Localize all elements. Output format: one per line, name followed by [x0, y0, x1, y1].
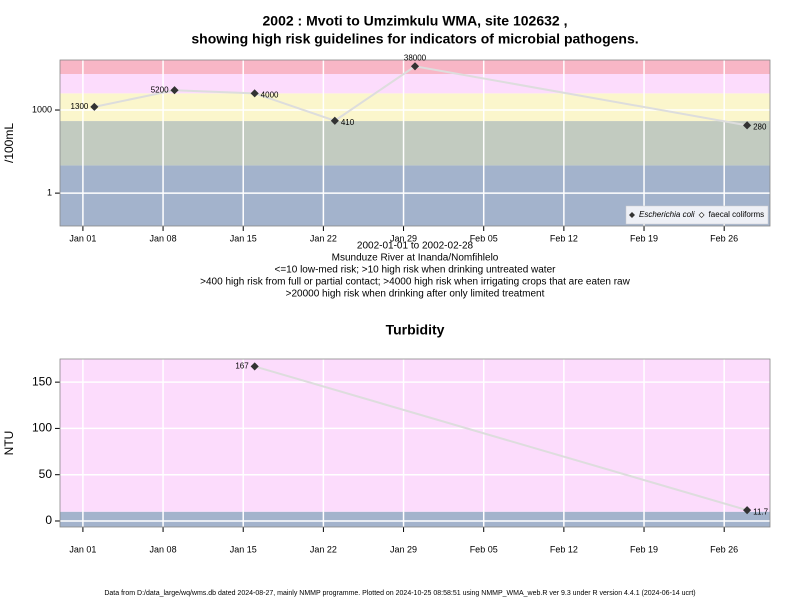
x-tick-label: Jan 29 — [390, 233, 417, 243]
y-axis-label: /100mL — [2, 123, 16, 163]
y-axis-label: NTU — [2, 431, 16, 456]
x-tick-label: Jan 22 — [310, 233, 337, 243]
x-tick-label: Feb 05 — [470, 233, 498, 243]
risk-band — [60, 121, 770, 166]
y-tick-label: 150 — [32, 374, 52, 388]
risk-band — [60, 511, 770, 527]
data-label: 5200 — [151, 85, 169, 94]
axis-note: >20000 high risk when drinking after onl… — [286, 289, 545, 300]
data-point — [250, 89, 259, 98]
x-tick-label: Jan 15 — [230, 233, 257, 243]
axis-note: 2002-01-01 to 2002-02-28 — [357, 241, 474, 252]
data-label: 11.7 — [753, 507, 769, 516]
legend-marker — [698, 212, 705, 218]
x-tick-label: Feb 19 — [630, 233, 658, 243]
x-tick-label: Jan 29 — [390, 544, 417, 554]
risk-band — [60, 93, 770, 122]
data-label: 280 — [753, 122, 767, 131]
data-point — [90, 102, 99, 111]
x-tick-label: Jan 01 — [69, 544, 96, 554]
y-tick-label: 50 — [39, 467, 53, 481]
x-tick-label: Jan 01 — [69, 233, 96, 243]
y-tick-label: 1 — [47, 187, 52, 197]
x-tick-label: Feb 26 — [710, 544, 738, 554]
legend-box — [625, 205, 769, 225]
data-label: 38000 — [404, 53, 427, 62]
legend-label: faecal coliforms — [709, 210, 765, 219]
axis-note: Msunduze River at Inanda/Nomfihlelo — [332, 253, 499, 264]
x-tick-label: Feb 05 — [470, 544, 498, 554]
chart-title: showing high risk guidelines for indicat… — [191, 31, 638, 47]
axis-note: <=10 low-med risk; >10 high risk when dr… — [275, 265, 557, 276]
x-tick-label: Feb 12 — [550, 233, 578, 243]
data-label: 167 — [235, 362, 249, 371]
data-label: 1300 — [71, 102, 89, 111]
axis-note: >400 high risk from full or partial cont… — [200, 277, 630, 288]
data-point — [743, 506, 752, 515]
footer: Data from D:/data_large/wq/wms.db dated … — [104, 590, 695, 597]
plot-frame — [59, 358, 771, 528]
data-point — [330, 116, 339, 125]
y-tick-label: 100 — [32, 421, 52, 435]
y-tick-label: 0 — [45, 513, 52, 527]
data-label: 4000 — [261, 90, 279, 99]
x-tick-label: Jan 08 — [150, 233, 177, 243]
chart-title: 2002 : Mvoti to Umzimkulu WMA, site 1026… — [263, 13, 568, 29]
legend-label: Escherichia coli — [639, 210, 695, 219]
data-point — [410, 62, 420, 71]
risk-band — [60, 73, 770, 94]
y-tick-label: 1000 — [32, 104, 52, 114]
x-tick-label: Jan 08 — [150, 544, 177, 554]
x-tick-label: Jan 15 — [230, 544, 257, 554]
data-point — [250, 362, 259, 371]
data-point — [170, 86, 179, 95]
risk-band — [60, 359, 770, 512]
series-line — [254, 365, 748, 512]
x-tick-label: Feb 26 — [710, 233, 738, 243]
x-tick-label: Feb 19 — [630, 544, 658, 554]
legend-marker — [629, 212, 635, 218]
data-point — [743, 121, 752, 130]
series-line — [94, 65, 748, 127]
data-label: 410 — [341, 118, 355, 127]
plot-frame — [59, 59, 771, 227]
chart-title: Turbidity — [386, 322, 445, 338]
x-tick-label: Feb 12 — [550, 544, 578, 554]
x-tick-label: Jan 22 — [310, 544, 337, 554]
